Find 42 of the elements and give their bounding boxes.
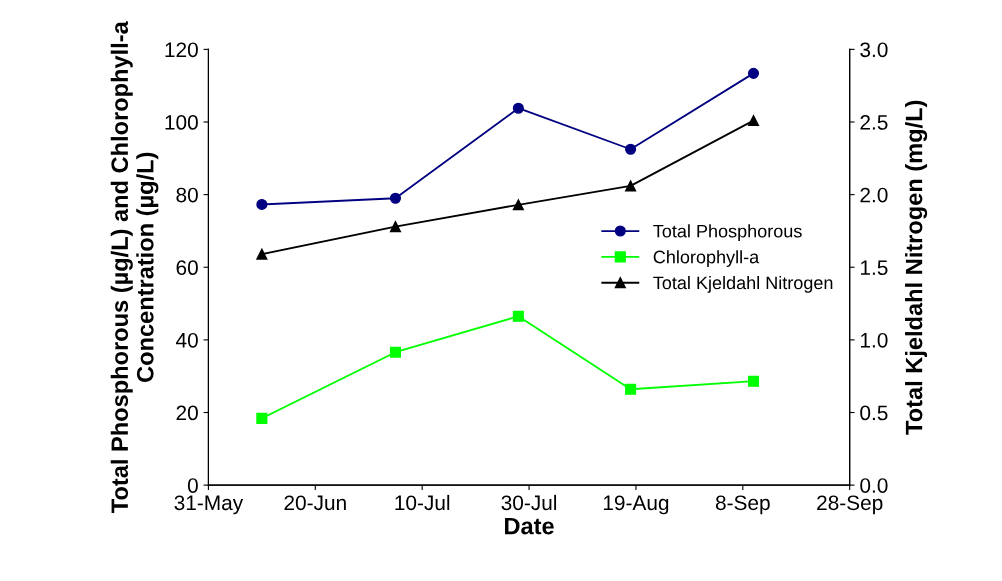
y-tick-label: 40: [176, 332, 198, 348]
y2-tick-label: 3.0: [860, 42, 888, 58]
point: [747, 375, 760, 387]
point: [625, 180, 637, 192]
x-axis-title: Date: [505, 517, 554, 535]
point: [389, 192, 402, 204]
y-tick-label: 100: [165, 115, 198, 130]
y-tick-label: 80: [176, 187, 198, 203]
y2-tick-label: 2.5: [860, 115, 888, 130]
y-tick-label: 60: [176, 260, 198, 276]
x-tick-label: 8-Sep: [715, 495, 770, 515]
point: [747, 67, 760, 79]
point: [512, 310, 524, 322]
y2-tick-label: 0.5: [860, 405, 888, 421]
x-tick-label: 19-Aug: [603, 495, 669, 515]
y2-tick-label: 0.0: [860, 478, 888, 493]
y-tick-label: 120: [165, 42, 198, 58]
legend-label: Total Phosphorous: [653, 224, 802, 242]
point: [512, 199, 524, 211]
y2-axis-title: Total Kjeldahl Nitrogen (mg/L): [905, 100, 928, 435]
legend-label: Total Kjeldahl Nitrogen: [653, 275, 833, 293]
x-tick-label: 20-Jun: [284, 495, 346, 511]
point: [256, 248, 268, 260]
point: [389, 346, 402, 358]
y2-tick-label: 1.0: [861, 332, 888, 348]
x-tick-label: 30-Jul: [501, 494, 557, 511]
point: [747, 115, 760, 127]
point: [625, 143, 637, 155]
x-tick-label: 28-Sep: [817, 495, 883, 515]
x-tick-label: 10-Jul: [395, 494, 450, 511]
legend-label: Chlorophyll-a: [653, 250, 760, 267]
point: [512, 102, 524, 114]
point: [256, 412, 268, 424]
x-tick-label: 31-May: [174, 495, 244, 515]
point: [389, 221, 402, 233]
y2-tick-label: 1.5: [861, 260, 888, 276]
point: [256, 198, 268, 210]
y2-tick-label: 2.0: [860, 187, 888, 203]
y-tick-label: 0: [187, 478, 198, 493]
y-axis-title: Total Phosphorous (µg/L) and Chlorophyll-a Concentration (µg/L): [110, 21, 159, 513]
y-tick-label: 20: [176, 405, 198, 421]
point: [625, 383, 637, 395]
